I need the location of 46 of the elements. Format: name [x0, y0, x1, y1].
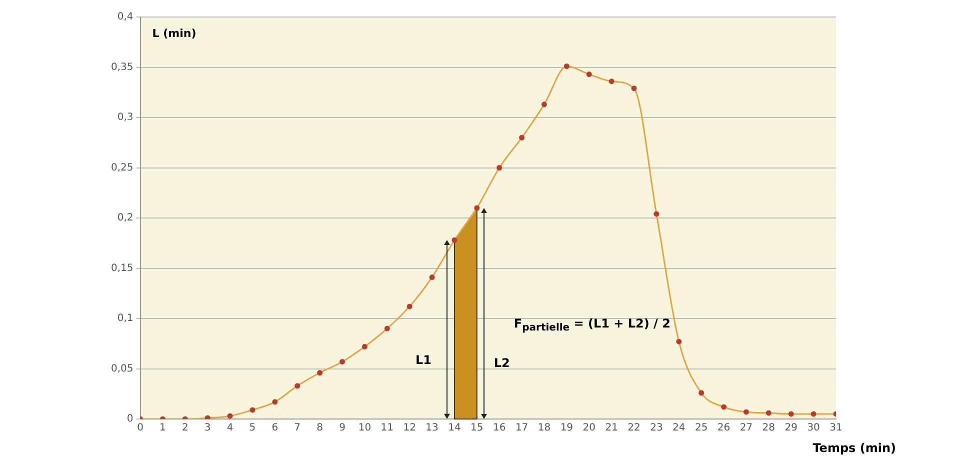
x-tick-label: 1	[160, 422, 166, 434]
y-tick-label: 0,4	[117, 12, 134, 23]
x-tick-label: 25	[694, 422, 708, 434]
x-tick-label: 28	[762, 422, 776, 434]
x-tick-label: 11	[380, 422, 394, 434]
y-tick-label: 0,25	[111, 162, 134, 174]
x-tick-label: 18	[538, 422, 551, 434]
x-tick-label: 12	[403, 422, 416, 434]
x-tick-label: 29	[784, 422, 798, 434]
y-tick-label: 0	[126, 414, 134, 425]
y-tick-label: 0,35	[111, 62, 134, 73]
x-tick-label: 26	[717, 422, 730, 434]
x-tick-label: 30	[807, 422, 820, 434]
annotation: L1	[415, 352, 432, 367]
y-tick-label: 0,3	[117, 112, 134, 124]
y-tick-label: 0,2	[117, 212, 134, 224]
x-tick-label: 17	[515, 422, 528, 434]
x-tick-label: 2	[182, 422, 188, 434]
x-tick-label: 13	[426, 422, 438, 434]
x-tick-label: 3	[204, 422, 211, 434]
y-tick-label: 0,15	[111, 262, 134, 274]
x-tick-label: 6	[272, 422, 278, 434]
x-tick-label: 15	[470, 422, 484, 434]
x-tick-label: 21	[605, 422, 618, 434]
y-axis-title: L (min)	[152, 27, 196, 40]
x-tick-label: 22	[628, 422, 640, 434]
y-tick-label: 0,1	[117, 313, 134, 324]
x-tick-label: 31	[830, 422, 842, 434]
x-tick-label: 14	[448, 422, 461, 434]
x-tick-label: 27	[740, 422, 753, 434]
y-tick-label: 0,05	[111, 363, 134, 374]
x-tick-label: 7	[294, 422, 301, 434]
x-tick-label: 24	[672, 422, 686, 434]
x-tick-label: 9	[339, 422, 346, 434]
annotation: L2	[494, 356, 510, 370]
x-axis-title: Temps (min)	[812, 441, 896, 455]
x-tick-label: 4	[226, 422, 234, 434]
x-tick-label: 8	[316, 422, 323, 434]
annotation: F$_{partielle}$ = (L1 + L2) / 2	[514, 316, 670, 334]
x-tick-label: 23	[650, 422, 663, 434]
x-tick-label: 5	[249, 422, 256, 434]
x-tick-label: 10	[358, 422, 372, 434]
x-tick-label: 0	[137, 422, 144, 434]
x-tick-label: 20	[582, 422, 596, 434]
x-tick-label: 19	[560, 422, 574, 434]
x-tick-label: 16	[492, 422, 506, 434]
